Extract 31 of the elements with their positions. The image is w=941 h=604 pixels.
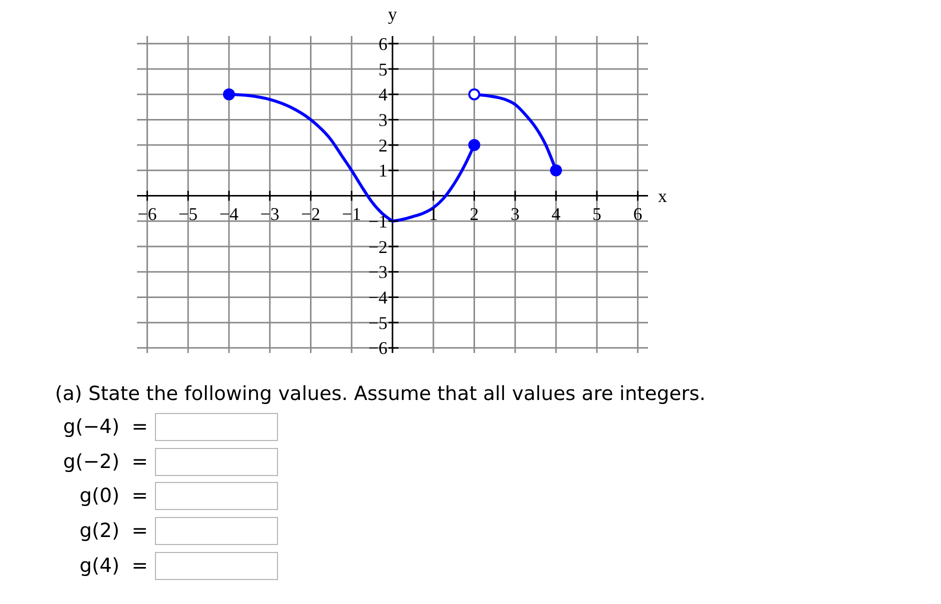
x-tick-label: 1 [428, 204, 438, 224]
text: (a) State the following values. Assume that all values are integers. [55, 382, 706, 406]
x-tick-label: −6 [138, 204, 157, 224]
x-tick-label: 4 [552, 204, 561, 224]
y-tick-label: 5 [378, 59, 388, 80]
y-tick-label: −2 [368, 236, 388, 257]
x-tick-label: −5 [178, 204, 198, 224]
x-tick-label: 3 [510, 204, 520, 224]
x-tick-label: 2 [470, 204, 479, 224]
y-tick-label: 4 [378, 84, 388, 105]
text: g(2) = [79, 519, 148, 544]
y-tick-label: 6 [378, 34, 388, 54]
y-tick-label: 2 [378, 135, 388, 156]
y-tick-label: −6 [368, 338, 388, 358]
x-tick-label: 6 [633, 204, 642, 224]
x-tick-label: −2 [301, 204, 320, 224]
text: g(−2) = [63, 450, 148, 474]
y-tick-label: 1 [378, 160, 388, 181]
y-tick-label: 3 [378, 110, 388, 130]
x-tick-label: −4 [219, 204, 239, 224]
x-tick-label: −3 [260, 204, 280, 224]
y-axis-title: y [388, 4, 397, 24]
text: g(4) = [79, 554, 148, 578]
text: g(0) = [79, 484, 148, 508]
y-tick-label: −4 [368, 288, 388, 308]
x-tick-label: −1 [342, 204, 362, 224]
x-tick-label: 5 [592, 204, 602, 224]
y-tick-label: −5 [368, 312, 388, 333]
x-axis-title: x [658, 186, 667, 206]
text: g(−4) = [63, 415, 148, 439]
y-tick-label: −3 [368, 262, 388, 282]
